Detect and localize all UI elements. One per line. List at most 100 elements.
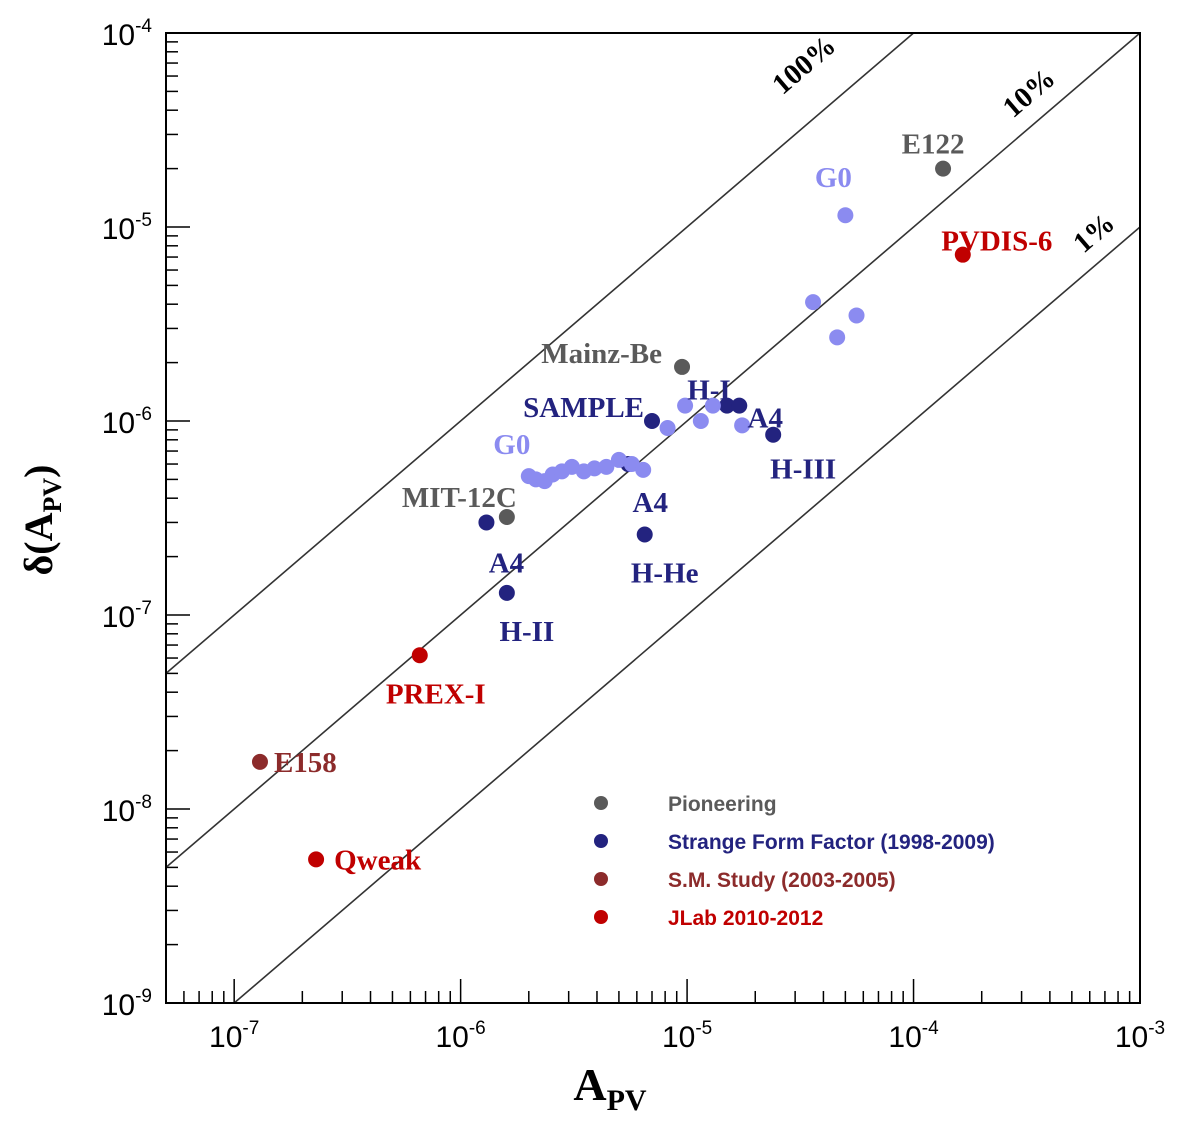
point-label: A4 <box>748 403 783 435</box>
data-point <box>734 417 751 434</box>
x-tick-exponent: -7 <box>242 1018 259 1039</box>
point-label: G0 <box>815 162 852 194</box>
data-point <box>659 420 676 437</box>
x-tick-base: 10 <box>888 1021 921 1054</box>
x-axis-title-main: A <box>573 1059 606 1110</box>
data-point <box>805 294 822 311</box>
data-point <box>704 397 721 414</box>
y-tick-label: 10-6 <box>102 404 152 440</box>
y-tick-label: 10-5 <box>102 210 152 246</box>
x-tick-exponent: -4 <box>922 1018 939 1039</box>
data-point <box>954 246 971 263</box>
data-point <box>935 160 952 177</box>
point-label: H-I <box>687 375 731 407</box>
legend-label: JLab 2010-2012 <box>668 907 823 930</box>
x-axis-title: APV <box>573 1059 647 1117</box>
point-label: G0 <box>493 429 530 461</box>
data-point <box>411 647 428 664</box>
y-tick-exponent: -7 <box>135 598 152 619</box>
y-tick-base: 10 <box>102 213 135 246</box>
y-tick-base: 10 <box>102 601 135 634</box>
y-tick-base: 10 <box>102 989 135 1022</box>
y-tick-base: 10 <box>102 407 135 440</box>
point-label: E158 <box>274 747 337 779</box>
data-point <box>837 207 854 224</box>
legend-marker <box>594 834 608 848</box>
legend-marker <box>594 910 608 924</box>
legend-label: Strange Form Factor (1998-2009) <box>668 831 995 854</box>
data-point <box>308 851 325 868</box>
data-point <box>731 397 748 414</box>
reference-line-label: 10% <box>997 62 1062 124</box>
x-tick-label: 10-3 <box>1115 1018 1165 1054</box>
y-tick-base: 10 <box>102 795 135 828</box>
point-label: MIT-12C <box>402 482 517 514</box>
data-point <box>636 526 653 543</box>
x-tick-label: 10-5 <box>662 1018 712 1054</box>
data-point <box>498 509 515 526</box>
legend-marker <box>594 796 608 810</box>
point-label: Qweak <box>334 844 422 876</box>
point-label: PVDIS-6 <box>941 226 1052 258</box>
data-point <box>478 514 495 531</box>
y-tick-exponent: -4 <box>135 16 152 37</box>
data-point <box>765 426 782 443</box>
point-label: Mainz-Be <box>541 338 662 370</box>
y-tick-label: 10-7 <box>102 598 152 634</box>
point-labels: E122 Mainz-Be MIT-12C SAMPLE H-I A4 H-III A4 A4 H… <box>274 129 1052 877</box>
x-tick-base: 10 <box>662 1021 695 1054</box>
reference-line-label: 100% <box>766 29 842 100</box>
reference-line <box>165 32 1141 869</box>
y-tick-exponent: -6 <box>135 404 152 425</box>
point-label: E122 <box>902 129 965 161</box>
x-tick-exponent: -3 <box>1148 1018 1165 1039</box>
data-point <box>610 451 627 468</box>
legend-label: Pioneering <box>668 793 777 816</box>
data-point <box>677 397 694 414</box>
x-axis-title-sub: PV <box>607 1084 647 1117</box>
point-label: H-II <box>499 616 554 648</box>
y-tick-label: 10-8 <box>102 792 152 828</box>
x-tick-label: 10-6 <box>435 1018 485 1054</box>
y-axis-title: δ(APV) <box>16 465 67 576</box>
reference-line <box>165 32 915 675</box>
x-tick-exponent: -5 <box>695 1018 712 1039</box>
x-tick-base: 10 <box>1115 1021 1148 1054</box>
y-tick-exponent: -5 <box>135 210 152 231</box>
data-point <box>251 753 268 770</box>
axis-ticks: 10-7 10-6 10-5 10-4 10-310-910-810-710-610-5… <box>102 16 1165 1054</box>
data-point <box>848 307 865 324</box>
data-point <box>598 458 615 475</box>
y-tick-exponent: -9 <box>135 986 152 1007</box>
point-label: A4 <box>633 487 668 519</box>
data-point <box>829 329 846 346</box>
y-tick-exponent: -8 <box>135 792 152 813</box>
data-point <box>674 358 691 375</box>
reference-line <box>233 226 1141 1004</box>
reference-line-label: 1% <box>1067 207 1121 260</box>
x-tick-base: 10 <box>209 1021 242 1054</box>
data-point <box>498 584 515 601</box>
plot-frame <box>165 32 1141 1004</box>
x-tick-base: 10 <box>435 1021 468 1054</box>
x-tick-exponent: -6 <box>469 1018 486 1039</box>
point-label: H-He <box>631 557 699 589</box>
data-point <box>718 397 735 414</box>
x-tick-label: 10-7 <box>209 1018 259 1054</box>
y-tick-base: 10 <box>102 19 135 52</box>
y-axis-title-main: δ(A <box>16 512 61 575</box>
x-tick-label: 10-4 <box>888 1018 939 1054</box>
legend-label: S.M. Study (2003-2005) <box>668 869 896 892</box>
point-label: SAMPLE <box>523 392 644 424</box>
point-label: A4 <box>489 547 524 579</box>
y-tick-label: 10-4 <box>102 16 153 52</box>
point-label: H-III <box>770 454 836 486</box>
legend: Pioneering Strange Form Factor (1998-2009… <box>594 793 995 930</box>
y-axis-title-sub: PV <box>38 478 67 513</box>
data-point <box>586 460 603 477</box>
y-tick-label: 10-9 <box>102 986 152 1022</box>
data-point <box>692 413 709 429</box>
point-label: PREX-I <box>386 678 486 710</box>
y-axis-title-close: ) <box>16 465 61 478</box>
